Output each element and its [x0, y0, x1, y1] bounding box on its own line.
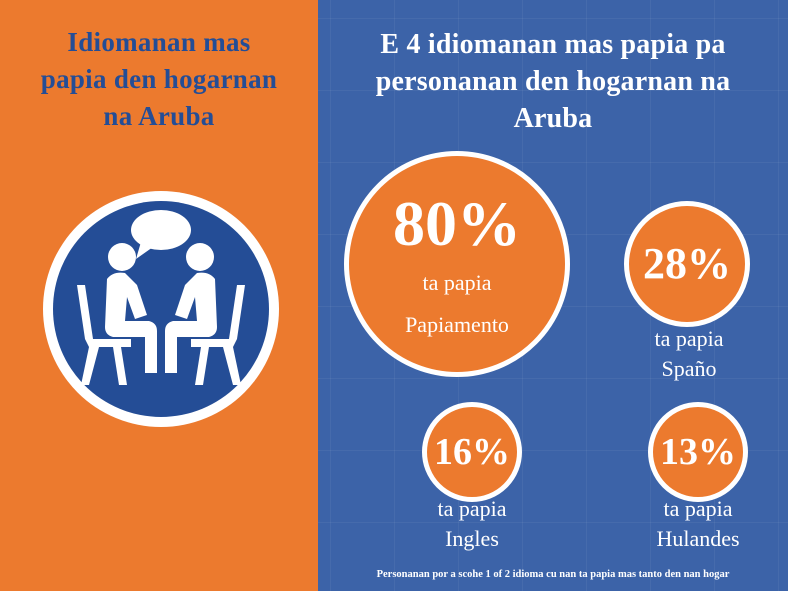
left-title-line-2: papia den hogarnan	[40, 64, 278, 94]
stat-caption-line-1: ta papia	[663, 496, 733, 521]
stat-bubble-papiamento: 80% ta papia Papiamento	[344, 151, 570, 377]
stat-percent: 13%	[660, 431, 736, 473]
stat-caption-dutch: ta papia Hulandes	[626, 494, 770, 554]
left-title-line-3: na Aruba	[103, 101, 215, 131]
stat-bubble-spanish: 28%	[624, 201, 750, 327]
left-panel: Idiomanan mas papia den hogarnan na Arub…	[0, 0, 318, 591]
stat-percent: 16%	[434, 431, 510, 473]
right-title-line-2: personanan den hogarnan na	[375, 66, 731, 97]
stat-percent: 80%	[393, 188, 521, 259]
two-people-conversation-icon	[41, 189, 281, 429]
stat-caption-line-1: ta papia	[654, 326, 724, 351]
stat-caption-english: ta papia Ingles	[400, 494, 544, 554]
stat-bubble-dutch: 13%	[648, 402, 748, 502]
stat-caption-spanish: ta papia Spaño	[622, 324, 756, 384]
stat-caption-line-2: Spaño	[661, 356, 717, 381]
footnote: Personanan por a scohe 1 of 2 idioma cu …	[376, 569, 730, 580]
right-title: E 4 idiomanan mas papia pa personanan de…	[318, 26, 788, 137]
left-title-line-1: Idiomanan mas	[67, 27, 251, 57]
stat-caption-line-2: Ingles	[445, 526, 499, 551]
stat-bubble-english: 16%	[422, 402, 522, 502]
stat-caption-line-2: Hulandes	[656, 526, 740, 551]
stat-caption-line-1: ta papia	[437, 496, 507, 521]
stat-percent: 28%	[643, 239, 731, 288]
right-title-line-3: Aruba	[513, 103, 593, 134]
conversation-icon-graphic	[43, 191, 279, 427]
right-title-line-1: E 4 idiomanan mas papia pa	[380, 29, 726, 60]
stat-caption-line-1: ta papia	[422, 270, 492, 295]
left-title: Idiomanan mas papia den hogarnan na Arub…	[0, 24, 318, 135]
stat-caption-line-2: Papiamento	[405, 312, 509, 337]
